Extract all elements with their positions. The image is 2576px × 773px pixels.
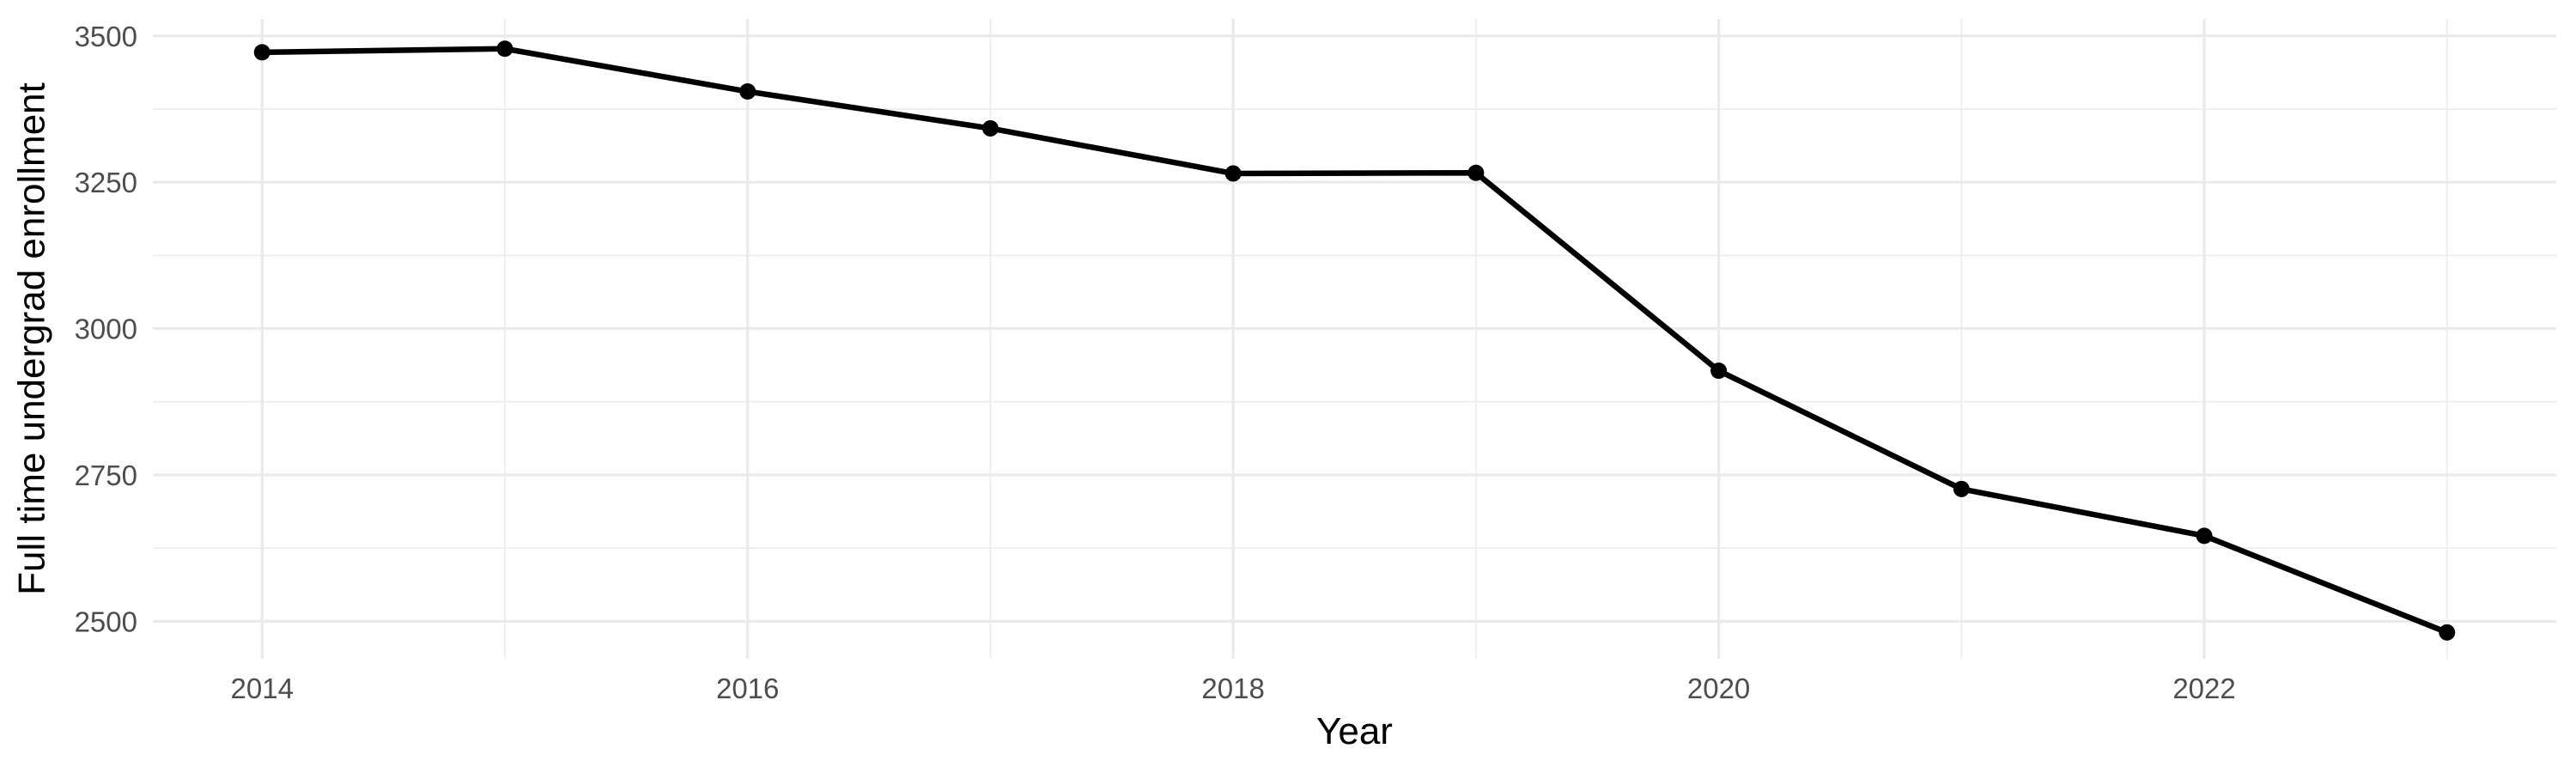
x-axis-title: Year <box>1316 710 1393 752</box>
y-tick-label: 3000 <box>75 313 137 345</box>
data-point-2015 <box>496 40 513 58</box>
x-tick-label: 2016 <box>716 673 779 704</box>
y-tick-label: 2500 <box>75 606 137 637</box>
y-tick-label: 2750 <box>75 460 137 491</box>
data-point-2021 <box>1953 480 1970 497</box>
x-tick-label: 2018 <box>1201 673 1264 704</box>
enrollment-line <box>258 46 2451 636</box>
data-point-2016 <box>739 83 756 100</box>
y-axis-title: Full time undergrad enrollment <box>11 82 53 595</box>
data-point-2014 <box>253 44 270 61</box>
data-point-2019 <box>1467 164 1485 181</box>
x-tick-label: 2020 <box>1687 673 1750 704</box>
data-point-2018 <box>1224 165 1242 182</box>
x-tick-label: 2022 <box>2172 673 2235 704</box>
data-point-2022 <box>2196 527 2213 545</box>
gridlines-layer <box>153 19 2556 659</box>
y-tick-label: 3250 <box>75 167 137 198</box>
axis-labels-layer: 2500 2750 3000 3250 3500 2014 2016 2018 2020 2022 <box>75 21 2236 704</box>
data-point-2020 <box>1710 362 1728 380</box>
y-tick-label: 3500 <box>75 21 137 52</box>
x-tick-label: 2014 <box>231 673 294 704</box>
data-point-2023 <box>2439 624 2456 641</box>
data-series-layer <box>253 40 2456 641</box>
data-point-2017 <box>981 119 999 137</box>
